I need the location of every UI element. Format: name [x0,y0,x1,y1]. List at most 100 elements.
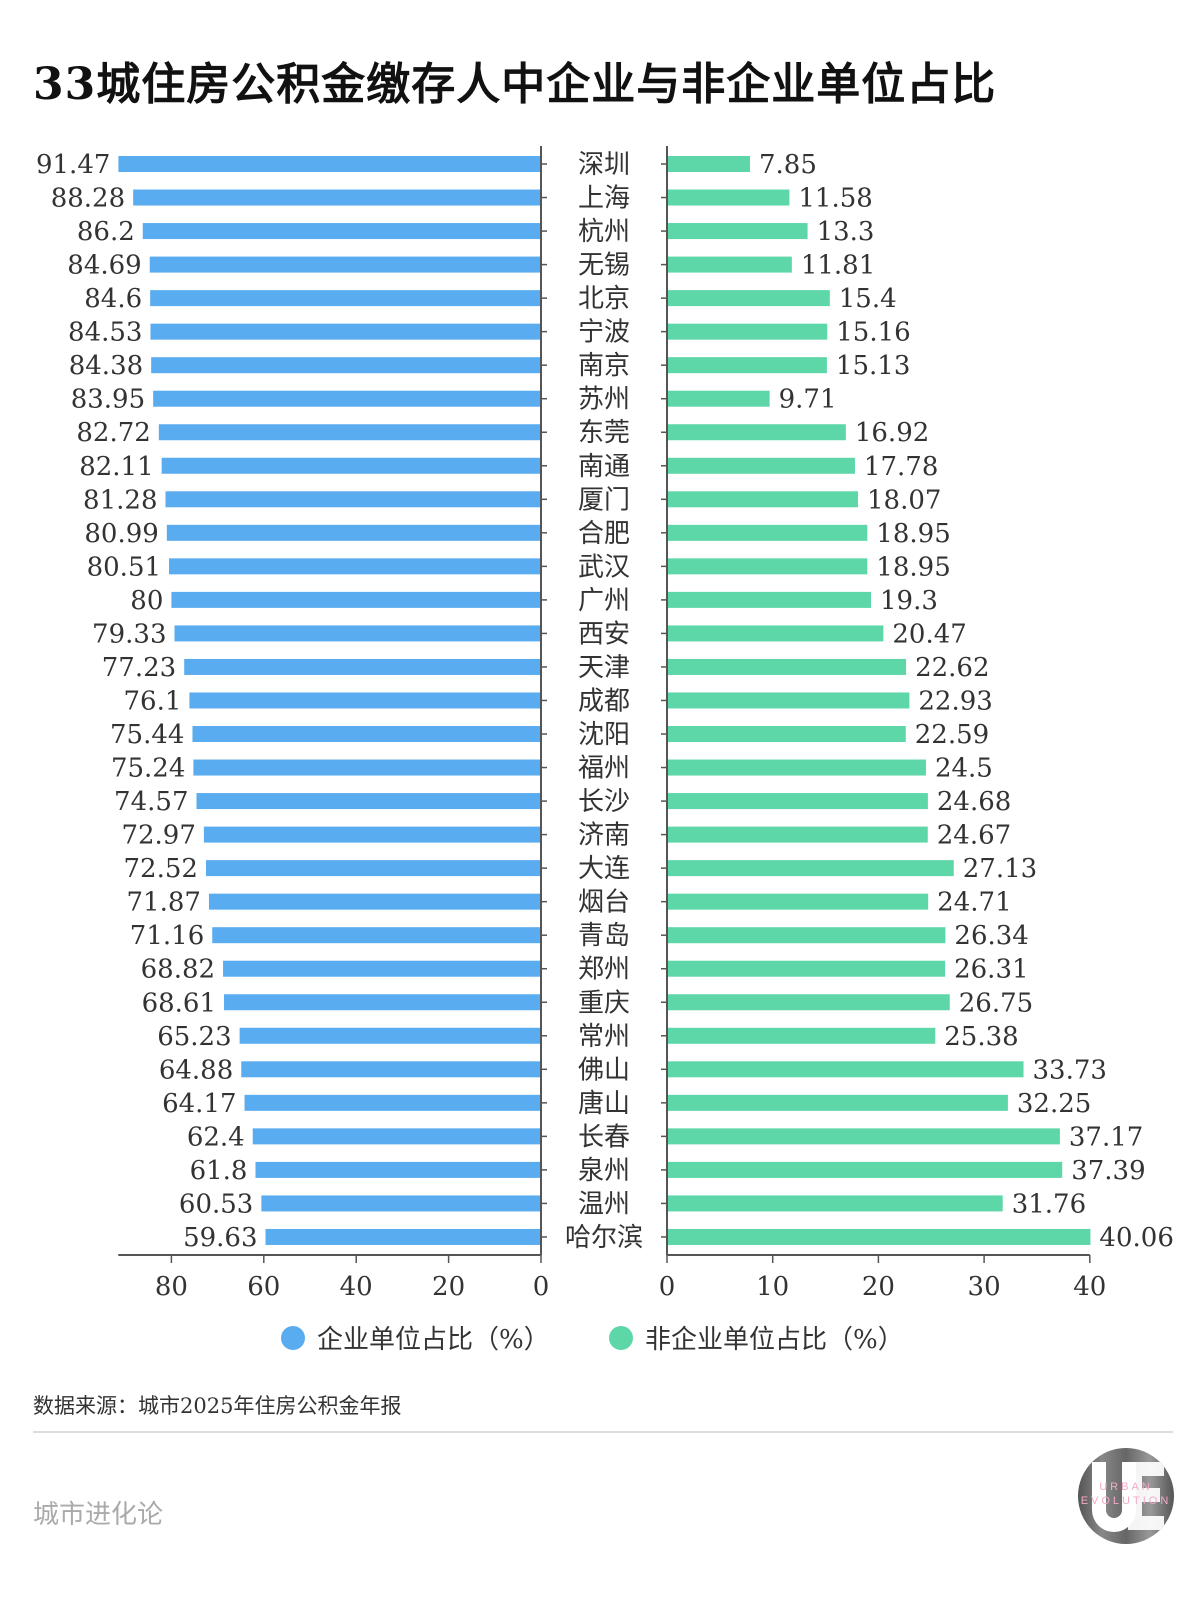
x-tick-label-left: 0 [533,1272,550,1302]
bar-left [265,1228,541,1245]
bar-right [667,491,858,508]
value-label-right: 22.93 [918,686,992,716]
category-label: 大连 [578,854,630,884]
value-label-right: 7.85 [759,150,817,180]
value-label-left: 68.61 [142,988,216,1018]
bar-left [244,1094,541,1111]
value-label-right: 18.95 [876,552,950,582]
category-label: 济南 [578,821,630,851]
value-label-left: 75.44 [110,720,184,750]
bar-right [667,256,792,273]
value-label-right: 33.73 [1033,1055,1107,1085]
bar-right [667,156,750,172]
value-label-right: 9.71 [779,385,837,415]
bar-left [158,424,541,441]
bar-left [174,625,541,642]
value-label-right: 26.75 [959,988,1033,1018]
bar-left [192,726,541,743]
bar-right [667,860,954,877]
value-label-right: 18.07 [867,485,941,515]
bar-left [165,491,542,508]
logo-text-2: EVOLUTION [1080,1495,1172,1507]
bar-right [667,1161,1063,1178]
category-label: 常州 [578,1022,630,1052]
bar-left [193,759,541,776]
logo-text-1: URBAN [1099,1481,1153,1493]
value-label-left: 64.17 [162,1089,236,1119]
value-label-left: 71.16 [130,921,204,951]
value-label-left: 64.88 [159,1055,233,1085]
value-label-left: 84.69 [67,251,141,281]
bar-right [667,457,855,474]
bar-right [667,1061,1024,1078]
bar-right [667,189,790,206]
value-label-left: 74.57 [114,787,188,817]
value-label-right: 17.78 [864,452,938,482]
bar-left [166,524,541,541]
value-label-right: 20.47 [892,619,966,649]
bar-right [667,390,770,407]
value-label-right: 24.71 [937,888,1011,918]
value-label-left: 82.11 [79,452,153,482]
category-label: 哈尔滨 [565,1223,643,1253]
data-source: 数据来源：城市2025年住房公积金年报 [33,1394,402,1418]
bar-left [196,793,541,810]
x-tick-label-left: 80 [155,1272,188,1302]
bar-left [153,390,541,407]
bar-right [667,558,868,575]
x-tick-label-left: 40 [340,1272,373,1302]
category-label: 重庆 [578,988,630,1018]
value-label-right: 11.58 [798,184,872,214]
category-label: 烟台 [578,888,630,918]
category-label: 杭州 [578,217,630,247]
brand-name: 城市进化论 [33,1500,164,1530]
bar-left [252,1128,541,1145]
bar-left [223,960,541,977]
legend-marker-enterprise [281,1326,305,1350]
value-label-left: 75.24 [111,754,185,784]
category-label: 苏州 [578,385,630,415]
value-label-right: 13.3 [817,217,875,247]
x-tick-label-right: 20 [862,1272,895,1302]
bar-left [189,692,541,709]
bar-left [149,256,542,273]
value-label-right: 15.4 [839,284,897,314]
value-label-left: 84.6 [84,284,142,314]
category-label: 无锡 [578,251,630,281]
value-label-right: 24.68 [937,787,1011,817]
value-label-left: 60.53 [179,1189,253,1219]
category-label: 温州 [578,1189,630,1219]
category-label: 武汉 [578,552,630,582]
value-label-left: 71.87 [127,888,201,918]
value-label-right: 40.06 [1099,1223,1173,1253]
bar-right [667,625,884,642]
value-label-right: 11.81 [801,251,875,281]
value-label-right: 15.16 [836,318,910,348]
bar-right [667,793,928,810]
bar-right [667,1027,936,1044]
value-label-left: 59.63 [183,1223,257,1253]
bar-left [261,1195,541,1212]
bar-left [133,189,541,206]
category-label: 南京 [578,351,630,381]
bar-right [667,927,946,944]
value-label-right: 24.67 [937,821,1011,851]
category-label: 泉州 [578,1156,630,1186]
category-label: 厦门 [578,485,630,515]
category-label: 深圳 [578,150,630,180]
divider [33,1431,1173,1433]
x-tick-label-right: 0 [659,1272,676,1302]
bar-right [667,524,868,541]
bar-left [150,323,541,340]
bar-left [184,658,542,675]
logo-letters-graphic [1092,1462,1164,1532]
x-tick-label-right: 10 [756,1272,789,1302]
value-label-right: 19.3 [880,586,938,616]
bar-left [203,826,541,843]
value-label-right: 16.92 [855,418,929,448]
bar-right [667,357,827,374]
bar-left [161,457,541,474]
value-label-left: 81.28 [83,485,157,515]
bar-left [150,290,541,307]
category-label: 长沙 [578,787,630,817]
